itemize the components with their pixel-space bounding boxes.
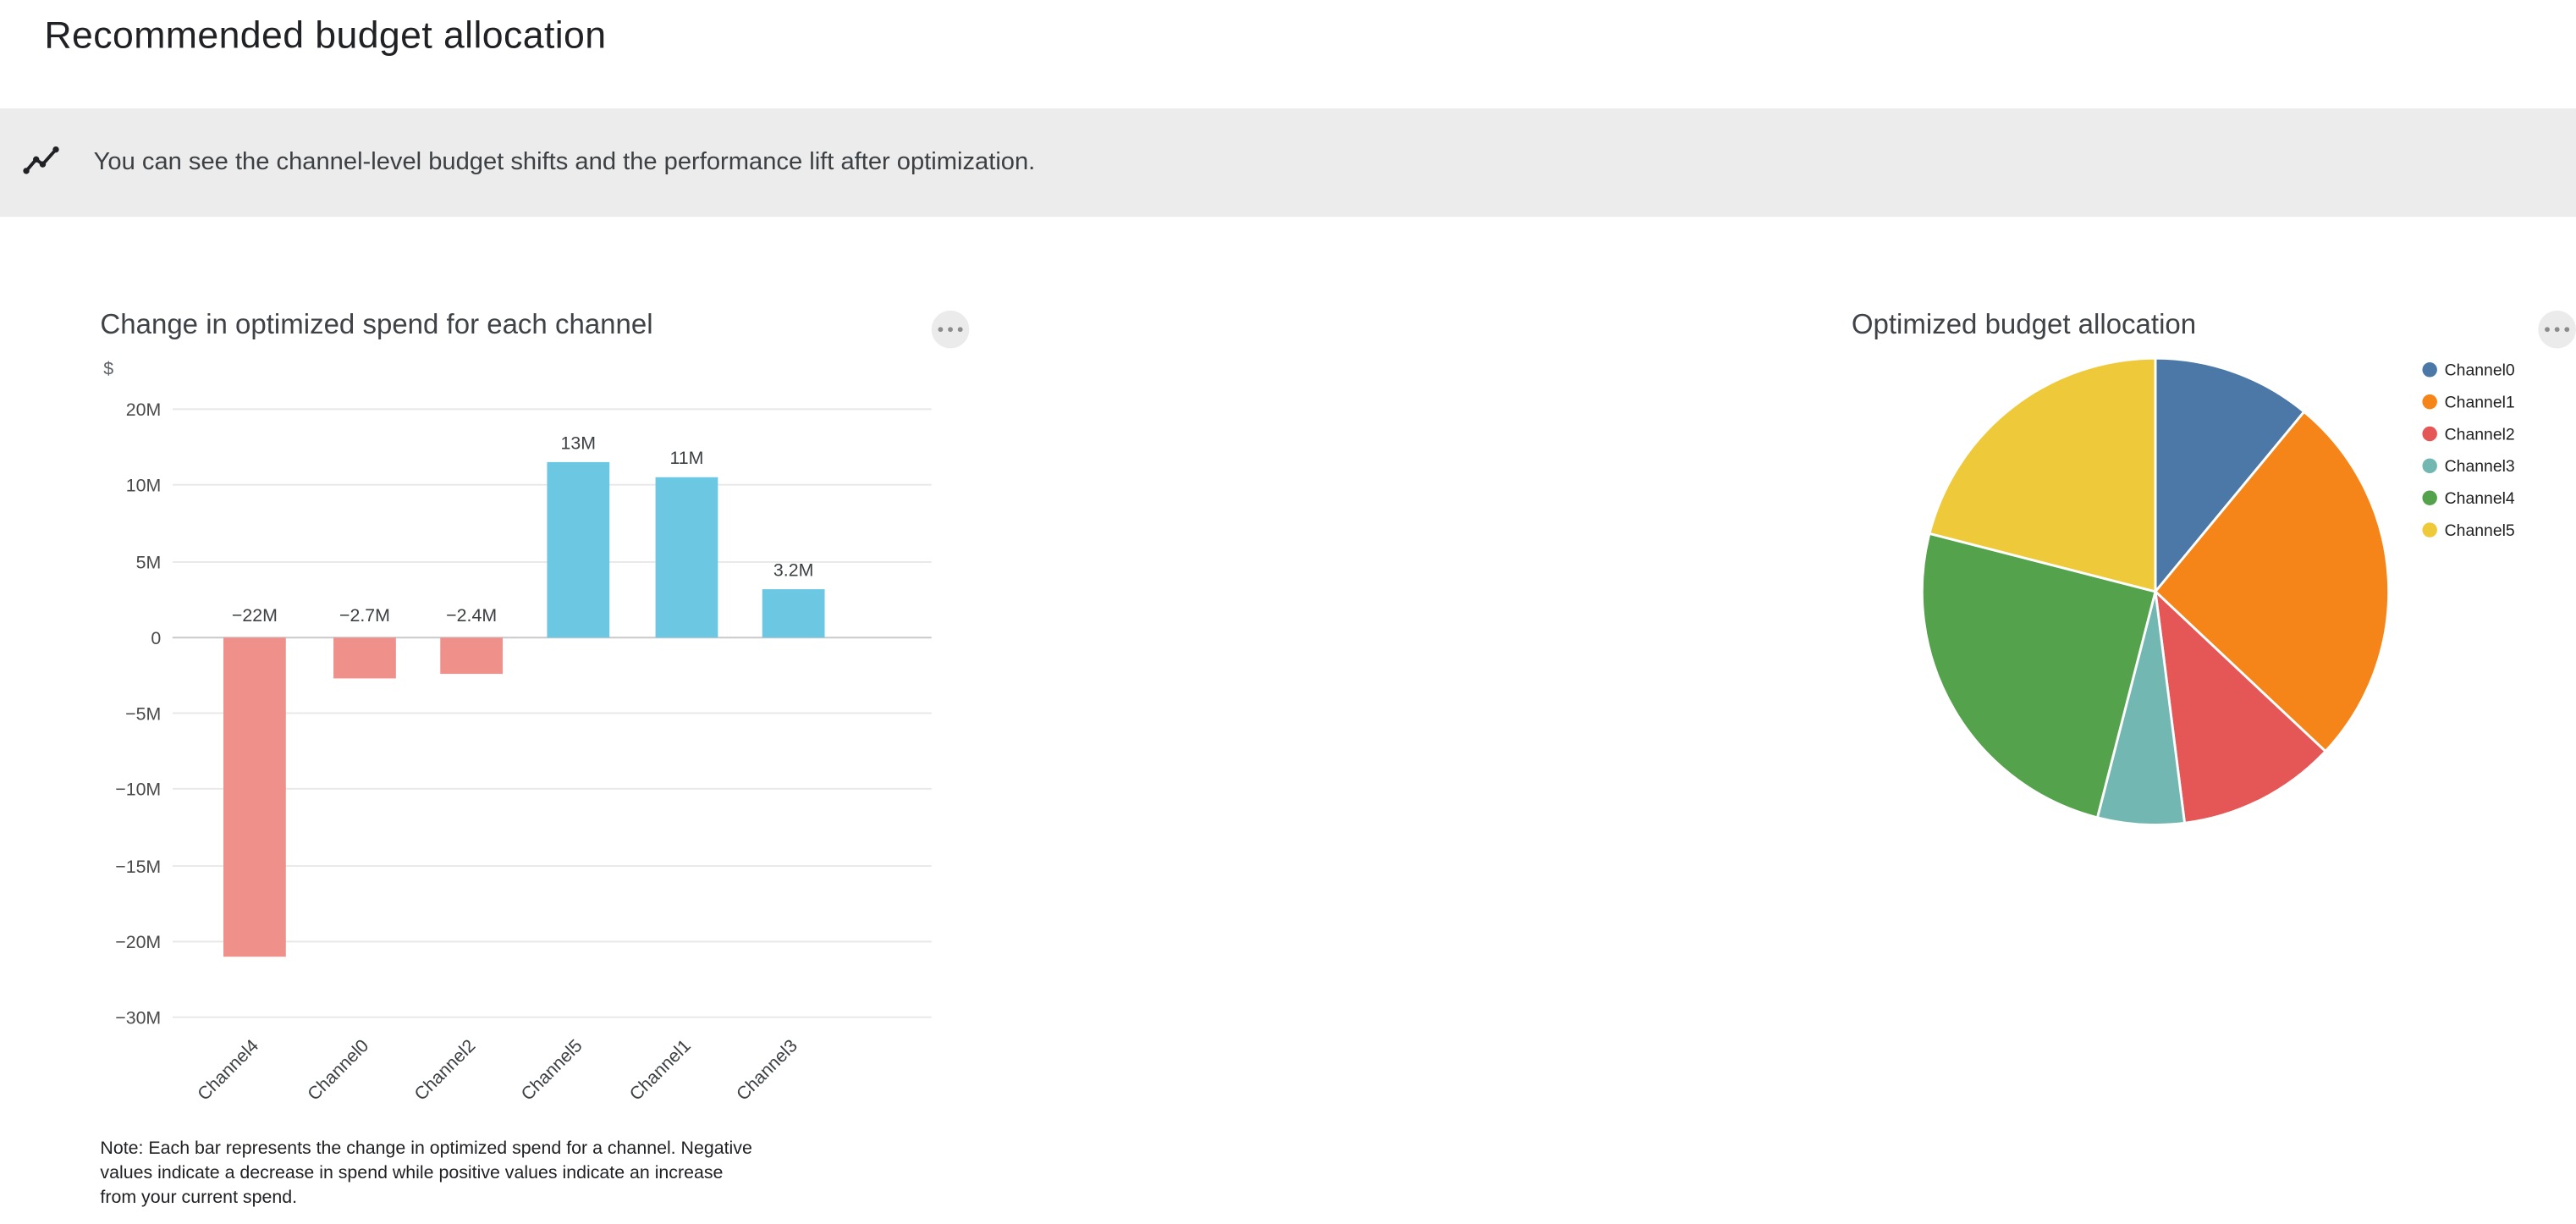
svg-text:Channel5: Channel5 [2445,521,2515,540]
svg-text:Channel1: Channel1 [2445,393,2515,411]
svg-text:−5M: −5M [125,703,161,724]
budget-pie-chart: Channel0 Channel1 Channel2 Channel3 Channel4… [1920,356,2515,826]
svg-text:11M: 11M [669,448,703,468]
svg-text:13M: 13M [561,433,597,453]
svg-text:Channel4: Channel4 [2445,489,2515,508]
info-banner: You can see the channel-level budget shi… [0,108,2576,218]
svg-text:Channel2: Channel2 [410,1035,480,1105]
svg-text:0: 0 [151,628,161,648]
spend-delta-chart: $20M 10M 5M 0 −5M −10M −15M −20M −30M −22M Channel… [103,359,932,1105]
svg-text:−10M: −10M [115,780,161,800]
svg-text:Channel2: Channel2 [2445,425,2515,444]
budget-allocation-card: Optimized budget allocation Channel0 Chan… [1852,309,2576,890]
more-options-icon [938,327,963,333]
budget-allocation-more-options-button[interactable] [2538,310,2576,349]
budget-allocation-title: Optimized budget allocation [1851,308,2197,340]
page-title: Recommended budget allocation [44,13,607,57]
spend-delta-title: Change in optimized spend for each chann… [100,308,653,340]
svg-text:−30M: −30M [115,1007,161,1028]
svg-text:Channel0: Channel0 [304,1035,373,1105]
svg-text:−22M: −22M [232,605,278,626]
svg-text:Channel3: Channel3 [732,1035,801,1105]
spend-delta-more-options-button[interactable] [931,310,970,349]
svg-text:10M: 10M [126,475,162,495]
insights-icon [21,143,61,183]
svg-text:20M: 20M [126,400,162,420]
svg-text:Channel0: Channel0 [2445,361,2515,380]
spend-delta-note: Note: Each bar represents the change in … [100,1139,752,1208]
svg-text:−2.4M: −2.4M [446,605,497,626]
svg-text:−2.7M: −2.7M [339,605,390,626]
more-options-icon [2545,327,2569,333]
svg-text:−20M: −20M [115,932,161,952]
svg-text:Channel5: Channel5 [517,1035,586,1105]
spend-delta-card: Change in optimized spend for each chann… [100,309,988,1211]
svg-text:−15M: −15M [115,857,161,877]
svg-text:5M: 5M [136,553,162,573]
svg-text:$: $ [103,359,113,379]
svg-text:3.2M: 3.2M [773,560,813,581]
svg-text:Channel1: Channel1 [625,1035,695,1105]
svg-text:Channel3: Channel3 [2445,457,2515,476]
svg-text:Channel4: Channel4 [194,1035,263,1105]
info-banner-text: You can see the channel-level budget shi… [93,147,1036,176]
